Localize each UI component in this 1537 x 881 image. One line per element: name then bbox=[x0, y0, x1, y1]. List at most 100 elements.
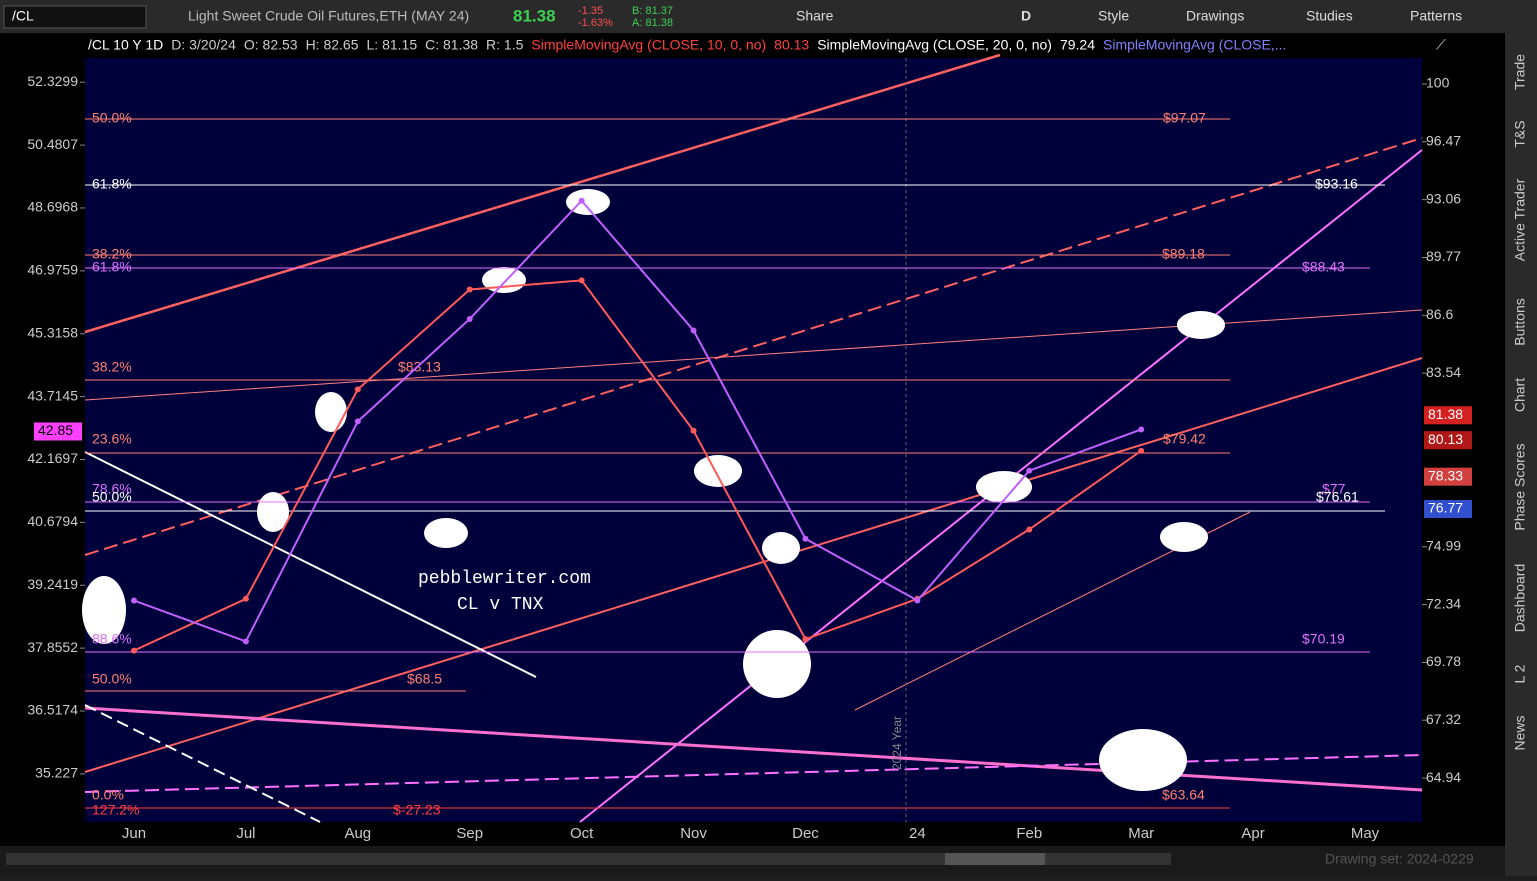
side-tab[interactable]: Dashboard bbox=[1512, 564, 1528, 633]
side-tab[interactable]: News bbox=[1512, 715, 1528, 750]
fib-price: $79.42 bbox=[1163, 431, 1206, 447]
y-tick-label: 42.1697 bbox=[27, 450, 78, 466]
x-tick-label: Mar bbox=[1128, 825, 1154, 842]
share-button[interactable]: Share bbox=[796, 8, 834, 24]
y-tick-label: 35.227 bbox=[35, 765, 78, 781]
annotation: pebblewriter.com bbox=[418, 569, 591, 589]
period-button[interactable]: D bbox=[1021, 8, 1031, 24]
x-tick-label: Sep bbox=[456, 825, 483, 842]
y-tick-label: 37.8552 bbox=[27, 639, 78, 655]
highlight bbox=[315, 392, 347, 432]
side-tab[interactable]: Buttons bbox=[1512, 298, 1528, 345]
x-axis bbox=[0, 822, 1505, 846]
price-tag bbox=[1424, 406, 1472, 425]
drawing-set: Drawing set: 2024-0229 bbox=[1325, 851, 1474, 867]
highlight bbox=[743, 630, 811, 698]
fib-pct: 78.6% bbox=[92, 481, 132, 497]
style-button[interactable]: Style bbox=[1098, 8, 1129, 24]
drawings-button[interactable]: Drawings bbox=[1186, 8, 1244, 24]
series-point bbox=[578, 197, 585, 204]
fib-pct: 88.6% bbox=[92, 631, 132, 647]
fib-pct: 0.0% bbox=[92, 787, 124, 803]
series-line bbox=[133, 199, 1142, 643]
y-tick-label: 43.7145 bbox=[27, 387, 78, 403]
fib-price: $68.5 bbox=[407, 671, 442, 687]
x-tick-label: Jul bbox=[236, 825, 255, 842]
ask: A: 81.38 bbox=[632, 17, 673, 29]
scroll-thumb[interactable] bbox=[945, 853, 1045, 865]
side-panel bbox=[1505, 33, 1537, 876]
scale-icon[interactable]: ⟋ bbox=[1436, 37, 1446, 53]
series-point bbox=[466, 286, 473, 293]
series-point bbox=[1138, 426, 1145, 433]
price-tag bbox=[1424, 500, 1472, 519]
price-tag bbox=[1424, 467, 1472, 486]
fib-pct: 50.0% bbox=[92, 489, 132, 505]
studies-button[interactable]: Studies bbox=[1306, 8, 1353, 24]
x-tick-label: 24 bbox=[909, 825, 926, 842]
fib-price: $63.64 bbox=[1162, 787, 1205, 803]
series-point bbox=[802, 636, 809, 643]
trendline bbox=[84, 451, 537, 678]
info-date: D: 3/20/24 bbox=[171, 37, 236, 53]
x-tick-label: Aug bbox=[344, 825, 371, 842]
side-tab[interactable]: Active Trader bbox=[1512, 178, 1528, 261]
series-point bbox=[914, 597, 921, 604]
side-tab[interactable]: T&S bbox=[1512, 120, 1528, 147]
price-tag-label: 80.13 bbox=[1428, 431, 1463, 447]
annotation: CL v TNX bbox=[457, 595, 544, 615]
highlight bbox=[82, 576, 126, 644]
series-point bbox=[354, 418, 361, 425]
series-point bbox=[802, 535, 809, 542]
series-point bbox=[690, 427, 697, 434]
fib-price: $-27.23 bbox=[393, 802, 441, 818]
x-tick-label: May bbox=[1351, 825, 1380, 842]
fib-pct: 61.8% bbox=[92, 259, 132, 275]
info-symbol: /CL 10 Y 1D bbox=[88, 37, 163, 53]
info-sma20-value: 79.24 bbox=[1060, 37, 1095, 53]
info-open: O: 82.53 bbox=[244, 37, 298, 53]
info-high: H: 82.65 bbox=[306, 37, 359, 53]
last: 81.38 bbox=[513, 6, 556, 25]
highlight bbox=[482, 267, 526, 293]
trendlines bbox=[84, 53, 1423, 823]
trendline bbox=[84, 704, 321, 823]
info-sma20: SimpleMovingAvg (CLOSE, 20, 0, no) bbox=[817, 37, 1052, 53]
highlight bbox=[1160, 522, 1208, 552]
highlight bbox=[762, 532, 800, 564]
price-tag-label: 76.77 bbox=[1428, 500, 1463, 516]
fib-price: $77 bbox=[1322, 481, 1346, 497]
trendline bbox=[84, 706, 1423, 792]
symbol-box[interactable] bbox=[3, 5, 147, 29]
info-low: L: 81.15 bbox=[367, 37, 418, 53]
fib-pct: 23.6% bbox=[92, 431, 132, 447]
x-tick-label: Nov bbox=[680, 825, 707, 842]
y2-tick-label: 86.6 bbox=[1426, 306, 1453, 322]
fib-pct: 50.0% bbox=[92, 671, 132, 687]
info-close: C: 81.38 bbox=[425, 37, 478, 53]
price-tag bbox=[1424, 431, 1472, 450]
patterns-button[interactable]: Patterns bbox=[1410, 8, 1462, 24]
side-tab[interactable]: Trade bbox=[1512, 54, 1528, 90]
highlight bbox=[566, 189, 610, 215]
trendline bbox=[84, 53, 1001, 334]
y2-tick-label: 64.94 bbox=[1426, 769, 1461, 785]
price-tag-label: 78.33 bbox=[1428, 467, 1463, 483]
fib-pct: 50.0% bbox=[92, 110, 132, 126]
side-tab[interactable]: Phase Scores bbox=[1512, 443, 1528, 530]
series-point bbox=[1026, 526, 1033, 533]
scrollbar[interactable] bbox=[6, 853, 1171, 865]
series-point bbox=[1026, 467, 1033, 474]
x-tick-label: Jun bbox=[122, 825, 146, 842]
x-tick-label: Oct bbox=[570, 825, 594, 842]
side-tab[interactable]: Chart bbox=[1512, 378, 1528, 412]
side-tab[interactable]: L 2 bbox=[1512, 664, 1528, 683]
series-point bbox=[578, 277, 585, 284]
price-tag-label: 81.38 bbox=[1428, 406, 1463, 422]
change-pct: -1.63% bbox=[578, 17, 613, 29]
info-sma10-value: 80.13 bbox=[774, 37, 809, 53]
y2-tick-label: 69.78 bbox=[1426, 653, 1461, 669]
x-tick-label: Dec bbox=[792, 825, 819, 842]
